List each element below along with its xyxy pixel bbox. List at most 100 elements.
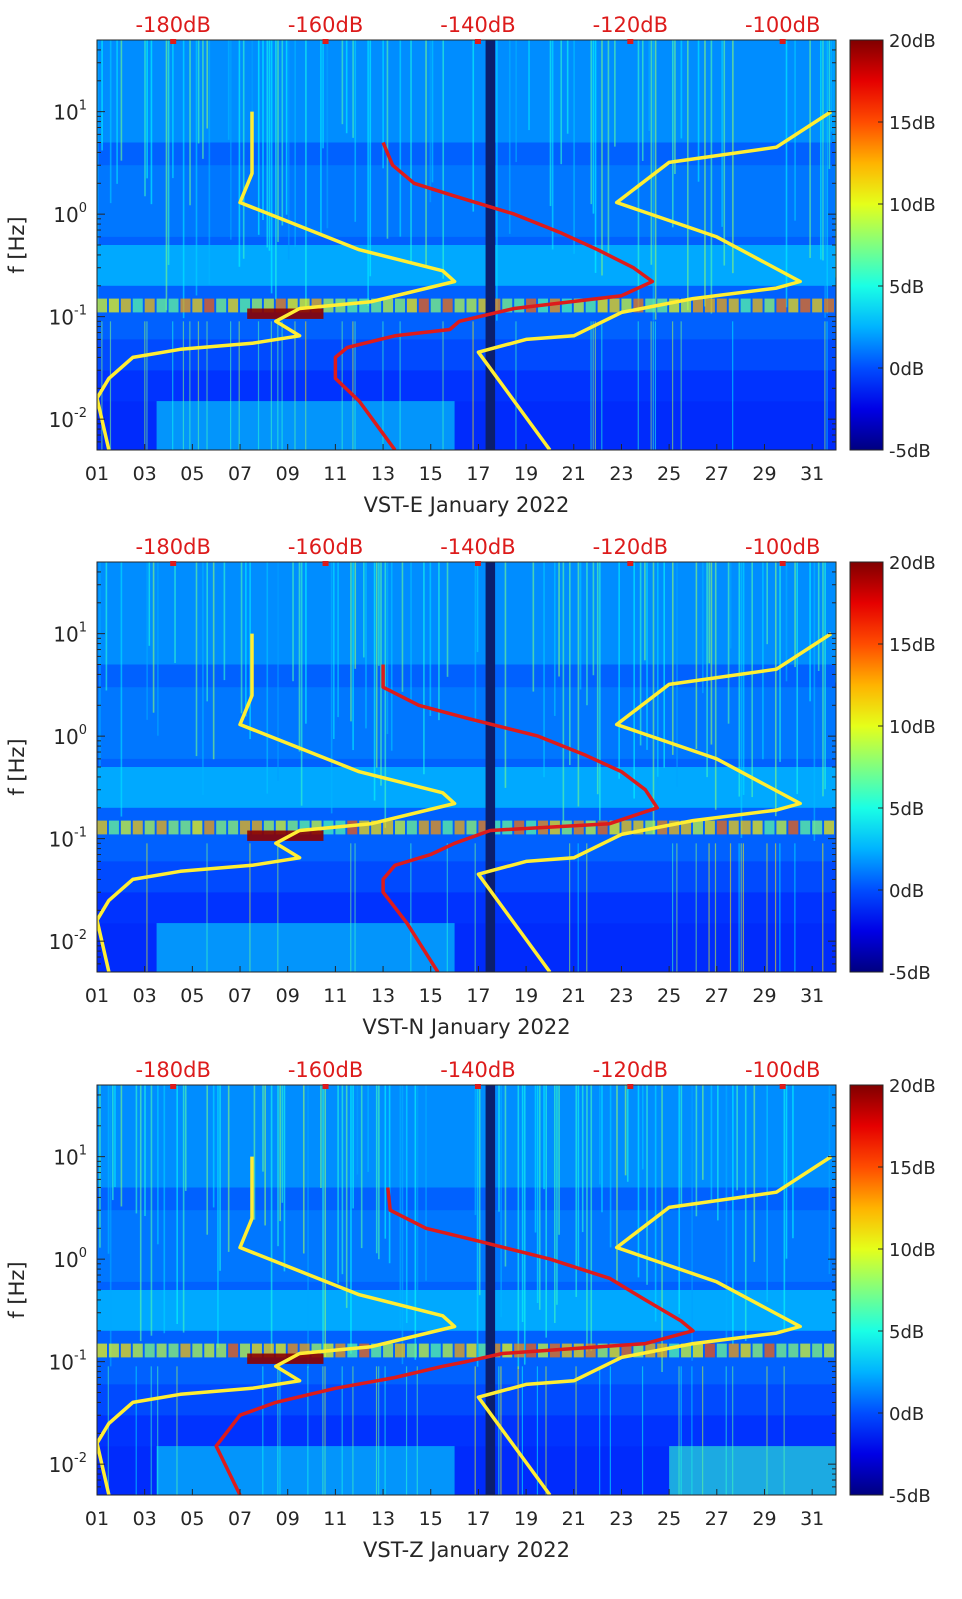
colorbar-tick-label: 0dB — [889, 359, 924, 380]
x-tick-label: 21 — [562, 1508, 586, 1530]
x-tick-label: 01 — [85, 463, 109, 485]
y-tick-label: 10-1 — [49, 304, 87, 330]
top-db-tick-label: -100dB — [745, 1058, 820, 1082]
y-tick-label: 100 — [53, 201, 87, 227]
x-tick-label: 29 — [752, 1508, 776, 1530]
x-tick-label: 31 — [800, 985, 824, 1007]
colorbar-tick-label: 20dB — [889, 1076, 936, 1097]
top-db-tick-label: -180dB — [135, 535, 210, 559]
y-tick-label: 100 — [53, 1246, 87, 1272]
colorbar — [849, 561, 884, 973]
x-tick-label: 27 — [705, 1508, 729, 1530]
x-tick-label: 19 — [514, 985, 538, 1007]
colorbar-tick-label: 0dB — [889, 881, 924, 902]
colorbar-tick-label: 10dB — [889, 717, 936, 738]
spectrogram-svg: 01 03 05 07 09 11 13 15 17 19 21 23 25 27 29 31 VST-N Ja… — [5, 535, 936, 1039]
y-tick-label: 10-1 — [49, 826, 87, 852]
x-tick-label: 15 — [419, 985, 443, 1007]
x-tick-label: 11 — [323, 463, 347, 485]
x-tick-label: 13 — [371, 463, 395, 485]
x-tick-label: 13 — [371, 985, 395, 1007]
y-tick-label: 100 — [53, 723, 87, 749]
x-tick-label: 15 — [419, 463, 443, 485]
x-tick-label: 05 — [180, 985, 204, 1007]
colorbar-tick-label: 5dB — [889, 1322, 924, 1343]
x-tick-label: 19 — [514, 1508, 538, 1530]
x-tick-label: 17 — [466, 463, 490, 485]
x-tick-label: 25 — [657, 1508, 681, 1530]
x-tick-label: 09 — [276, 1508, 300, 1530]
x-tick-label: 21 — [562, 985, 586, 1007]
colorbar-tick-label: 0dB — [889, 1404, 924, 1425]
panel-vst-z: 01 03 05 07 09 11 13 15 17 19 21 23 25 27 29 31 VST-Z Ja… — [0, 1045, 962, 1578]
x-tick-label: 23 — [609, 1508, 633, 1530]
x-tick-label: 31 — [800, 1508, 824, 1530]
x-tick-label: 25 — [657, 985, 681, 1007]
noise-model-curve-1 — [97, 633, 457, 972]
x-axis-label: VST-E January 2022 — [364, 493, 570, 517]
x-tick-label: 05 — [180, 1508, 204, 1530]
x-tick-label: 29 — [752, 985, 776, 1007]
top-db-tick-label: -100dB — [745, 13, 820, 37]
x-axis-label: VST-Z January 2022 — [363, 1538, 570, 1562]
x-tick-label: 07 — [228, 463, 252, 485]
x-tick-label: 17 — [466, 985, 490, 1007]
x-tick-label: 05 — [180, 463, 204, 485]
colorbar-tick-label: 5dB — [889, 277, 924, 298]
y-axis-label: f [Hz] — [5, 1261, 29, 1318]
top-db-tick-label: -160dB — [288, 1058, 363, 1082]
colorbar-tick-label: 10dB — [889, 195, 936, 216]
x-tick-label: 25 — [657, 463, 681, 485]
noise-model-curve-2 — [476, 110, 833, 450]
panel-vst-e: 01 03 05 07 09 11 13 15 17 19 21 23 25 27 29 31 VST-E Ja… — [0, 0, 962, 533]
colorbar-tick-label: 5dB — [889, 799, 924, 820]
median-psd-curve — [333, 141, 655, 450]
x-tick-label: 11 — [323, 1508, 347, 1530]
noise-model-curve-1 — [97, 1156, 457, 1495]
y-axis-label: f [Hz] — [5, 216, 29, 273]
noise-model-curve-2 — [476, 632, 833, 972]
x-tick-label: 29 — [752, 463, 776, 485]
spectrogram-svg: 01 03 05 07 09 11 13 15 17 19 21 23 25 27 29 31 VST-Z Ja… — [5, 1058, 936, 1562]
x-tick-label: 03 — [133, 1508, 157, 1530]
x-tick-label: 17 — [466, 1508, 490, 1530]
x-tick-label: 07 — [228, 1508, 252, 1530]
x-tick-label: 11 — [323, 985, 347, 1007]
spectrogram-image — [97, 40, 836, 450]
colorbar-tick-label: -5dB — [889, 963, 931, 984]
median-psd-curve — [214, 1187, 695, 1495]
x-tick-label: 31 — [800, 463, 824, 485]
x-tick-label: 09 — [276, 985, 300, 1007]
top-db-tick-label: -160dB — [288, 13, 363, 37]
top-db-tick-label: -180dB — [135, 13, 210, 37]
spectrogram-image — [97, 562, 836, 972]
x-tick-label: 27 — [705, 985, 729, 1007]
y-tick-label: 101 — [53, 621, 87, 647]
colorbar — [849, 1084, 884, 1496]
spectrogram-svg: 01 03 05 07 09 11 13 15 17 19 21 23 25 27 29 31 VST-E Ja… — [5, 13, 936, 517]
x-tick-label: 21 — [562, 463, 586, 485]
colorbar-tick-label: 15dB — [889, 635, 936, 656]
spectrogram-image — [97, 1085, 836, 1495]
panel-vst-n: 01 03 05 07 09 11 13 15 17 19 21 23 25 27 29 31 VST-N Ja… — [0, 522, 962, 1055]
x-tick-label: 23 — [609, 985, 633, 1007]
x-tick-label: 27 — [705, 463, 729, 485]
x-tick-label: 09 — [276, 463, 300, 485]
x-tick-label: 03 — [133, 463, 157, 485]
x-tick-label: 01 — [85, 1508, 109, 1530]
top-db-tick-label: -140dB — [440, 535, 515, 559]
y-tick-label: 101 — [53, 99, 87, 125]
x-tick-label: 01 — [85, 985, 109, 1007]
colorbar-tick-label: -5dB — [889, 441, 931, 462]
x-tick-label: 19 — [514, 463, 538, 485]
top-db-tick-label: -160dB — [288, 535, 363, 559]
y-tick-label: 10-1 — [49, 1349, 87, 1375]
colorbar-tick-label: 15dB — [889, 113, 936, 134]
x-tick-label: 13 — [371, 1508, 395, 1530]
colorbar-tick-label: 15dB — [889, 1158, 936, 1179]
colorbar — [849, 39, 884, 451]
top-db-tick-label: -100dB — [745, 535, 820, 559]
top-db-tick-label: -120dB — [593, 13, 668, 37]
colorbar-tick-label: 20dB — [889, 31, 936, 52]
